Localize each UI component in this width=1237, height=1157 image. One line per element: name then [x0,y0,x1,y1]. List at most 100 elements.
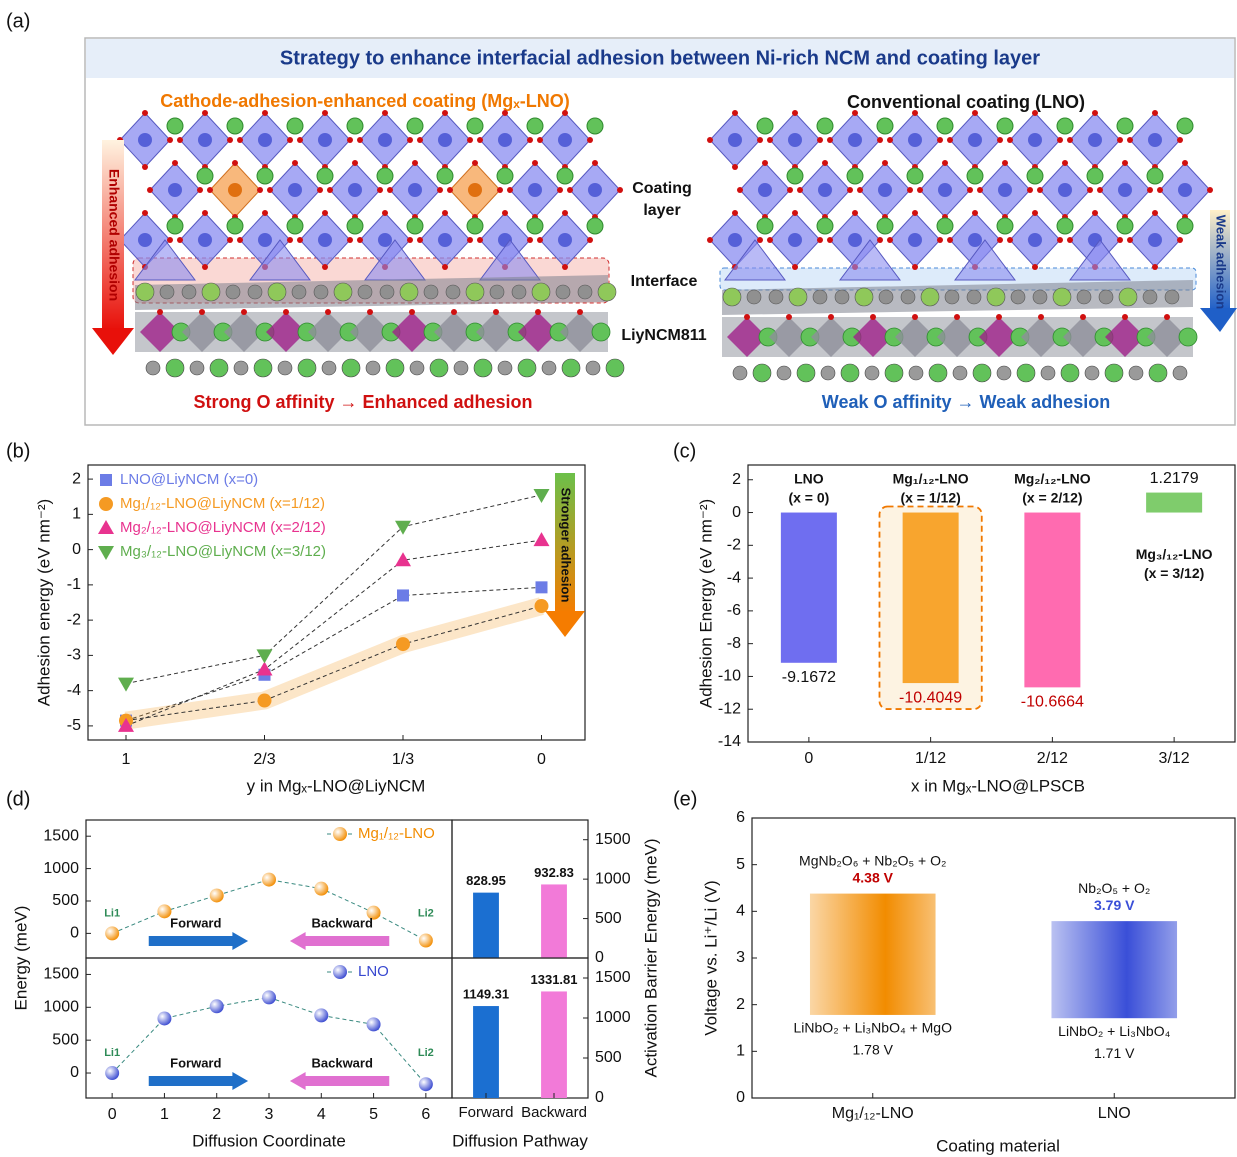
atom [1178,183,1192,197]
atom [909,366,923,380]
atom [297,237,303,243]
bar-name: Mg₂/₁₂-LNO [1014,471,1091,487]
atom [788,133,802,147]
atom [437,187,443,193]
atom [1164,314,1170,320]
atom [417,237,423,243]
right-caption: Weak O affinity → Weak adhesion [822,392,1110,412]
atom [835,290,849,304]
atom [797,187,803,193]
atom [498,361,512,375]
atom [786,314,792,320]
y-tick-label: -1 [67,576,81,593]
atom [997,366,1011,380]
y-tick-label: 1000 [43,860,79,877]
value-label: 1149.31 [463,986,509,1001]
y-tick-label: 0 [736,1089,745,1106]
atom [442,210,448,216]
atom [1097,187,1103,193]
atom [912,314,918,320]
atom [865,366,879,380]
atom [527,237,533,243]
atom [929,364,947,382]
y-tick-label: -2 [67,611,81,628]
atom [386,359,404,377]
marker [258,694,272,708]
y-tick-label: 0 [70,925,79,942]
atom [967,290,981,304]
atom [1087,187,1093,193]
atom [757,237,763,243]
y-tick-label: 2 [736,996,745,1013]
panel-label: (a) [6,10,30,32]
atom [818,183,832,197]
atom [757,218,773,234]
atom [1099,290,1113,304]
y-tick-label: 0 [595,949,604,966]
panel-a-title: Strategy to enhance interfacial adhesion… [280,47,1040,69]
y-tick-label: 2 [732,471,741,488]
atom [378,133,392,147]
atom [198,233,212,247]
atom [577,309,583,315]
atom [908,233,922,247]
atom [592,160,598,166]
bar [473,1006,499,1098]
x2-axis-title: Diffusion Pathway [452,1131,588,1150]
atom [167,118,183,134]
atom [497,187,503,193]
atom [451,309,457,315]
atom [202,283,220,301]
marker [395,521,411,535]
atom [578,285,592,299]
atom [226,285,240,299]
atom [813,290,827,304]
atom [542,361,556,375]
atom [1028,133,1042,147]
atom [377,187,383,193]
atom [938,183,952,197]
atom [588,183,602,197]
atom [407,137,413,143]
y-tick-label: 1500 [43,966,79,983]
atom [1117,137,1123,143]
atom [947,237,953,243]
marker [535,599,549,613]
atom [347,137,353,143]
atom [287,137,293,143]
marker [419,1077,433,1091]
marker [257,661,273,675]
atom [587,137,593,143]
atom [921,288,939,306]
atom [237,137,243,143]
atom [723,288,741,306]
atom [1028,233,1042,247]
atom [1148,233,1162,247]
arrow-label: Forward [170,915,221,930]
x-tick-label: 2/3 [253,751,275,768]
atom [1117,237,1123,243]
atom [1119,288,1137,306]
atom [357,137,363,143]
atom [322,264,328,270]
x-tick-label: 0 [108,1106,117,1123]
atom [1122,314,1128,320]
atom [907,187,913,193]
atom [400,283,418,301]
atom [1152,210,1158,216]
x-tick-label: 0 [537,751,546,768]
atom [1017,364,1035,382]
x-axis-title: Diffusion Coordinate [192,1131,346,1150]
atom [407,118,423,134]
coating-label: Coating [632,180,692,197]
y-axis-title: Voltage vs. Li⁺/Li (V) [701,880,720,1035]
panel-label: (c) [673,440,696,462]
atom [912,210,918,216]
atom [234,361,248,375]
x-tick-label: 0 [804,750,813,767]
atom [352,160,358,166]
atom [1092,210,1098,216]
atom [518,359,536,377]
atom [1122,160,1128,166]
atom [1129,366,1143,380]
